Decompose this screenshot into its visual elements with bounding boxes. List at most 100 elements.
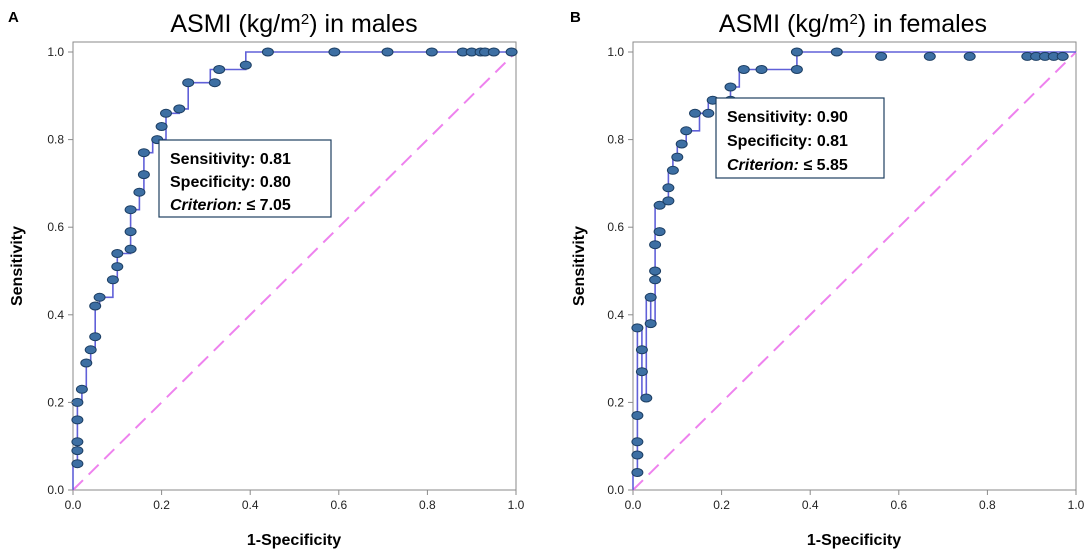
roc-point [213,65,226,74]
x-tick-label: 0.8 [419,498,436,512]
stat-specificity: Specificity: 0.80 [170,174,291,191]
roc-point [830,47,843,57]
y-tick-label: 0.2 [47,395,64,409]
y-tick-label: 1.0 [47,45,64,59]
x-tick-label: 0.2 [713,498,730,512]
y-axis-label: Sensitivity [9,226,26,306]
roc-point [239,60,252,70]
roc-point [631,450,644,460]
roc-point [689,108,701,118]
roc-point [640,393,653,403]
roc-point [111,262,124,272]
chart-title: ASMI (kg/m2) in females [719,10,987,38]
y-tick-label: 0.2 [607,395,624,409]
roc-point [124,227,137,237]
roc-point [80,358,93,368]
roc-point [649,240,662,250]
roc-point [71,415,84,425]
roc-point [653,227,666,237]
roc-point [790,65,803,74]
roc-point [963,51,976,61]
reference-diagonal [632,51,1077,491]
y-tick-label: 0.0 [47,483,64,497]
roc-point [649,266,662,276]
roc-point [208,78,221,88]
y-tick-label: 0.6 [47,220,64,234]
y-tick-label: 0.4 [47,308,64,322]
panel-letter: A [8,9,19,26]
panel-a-males: A ASMI (kg/m2) in males 0.0 0.2 0.4 0.6 0.8 1… [8,9,525,549]
roc-point [182,78,195,88]
roc-point [106,275,119,285]
y-tick-label: 0.8 [47,133,64,147]
panel-letter: B [570,9,581,26]
roc-point [662,183,675,193]
roc-point [124,205,137,215]
roc-point [635,367,648,377]
stat-specificity: Specificity: 0.81 [727,133,848,150]
stat-sensitivity: Sensitivity: 0.81 [170,151,291,168]
x-axis-label: 1-Specificity [807,532,901,549]
roc-point [653,200,666,210]
x-tick-label: 0.2 [153,498,170,512]
stats-box-frame [715,97,885,179]
roc-point [487,47,500,57]
roc-point [680,126,693,136]
roc-point [160,108,172,118]
roc-point [71,459,84,469]
roc-point [71,446,84,456]
roc-point [662,196,675,206]
roc-point [89,332,102,342]
roc-point [644,319,657,329]
roc-point [666,165,679,175]
x-tick-label: 0.6 [330,498,347,512]
roc-point [702,108,715,118]
chart-title: ASMI (kg/m2) in males [170,10,417,38]
x-tick-label: 1.0 [1068,498,1084,512]
roc-point [381,47,394,57]
plot-frame [632,41,1077,491]
stat-criterion: Criterion: ≤ 5.85 [727,157,848,174]
roc-point [635,345,648,355]
roc-point [675,139,688,149]
roc-point [84,345,97,355]
stat-sensitivity: Sensitivity: 0.90 [727,109,848,126]
roc-point [631,468,644,477]
roc-point [155,122,168,131]
y-tick-label: 0.4 [607,308,624,322]
x-tick-label: 0.8 [979,498,996,512]
x-tick-label: 0.0 [625,498,642,512]
y-tick-label: 0.8 [607,133,624,147]
y-tick-label: 0.0 [607,483,624,497]
roc-point [649,275,662,285]
roc-point [631,437,644,447]
x-axis-label: 1-Specificity [247,532,341,549]
stats-box: Sensitivity: 0.90 Specificity: 0.81 Crit… [715,97,885,179]
roc-point [631,323,644,333]
x-tick-label: 0.0 [65,498,82,512]
x-tick-label: 0.6 [890,498,907,512]
panel-b-females: B ASMI (kg/m2) in females 0.0 0.2 0.4 0.6 0.… [570,9,1084,549]
stats-box: Sensitivity: 0.81 Specificity: 0.80 Crit… [158,139,332,218]
stats-box-frame [158,139,332,218]
roc-point [173,104,186,114]
roc-point [75,384,88,394]
roc-point [671,152,684,162]
roc-point [1056,51,1069,61]
x-tick-label: 1.0 [508,498,525,512]
stat-criterion: Criterion: ≤ 7.05 [170,197,291,214]
y-axis-label: Sensitivity [571,226,588,306]
roc-point [425,47,438,57]
y-tick-label: 0.6 [607,220,624,234]
roc-point [89,301,102,311]
roc-point [790,47,803,57]
roc-point [111,249,124,258]
roc-point [328,47,341,57]
roc-point [93,292,106,302]
roc-point [71,437,84,447]
roc-point [137,170,150,180]
roc-point [137,148,150,158]
roc-point [124,244,137,254]
roc-point [755,65,768,74]
